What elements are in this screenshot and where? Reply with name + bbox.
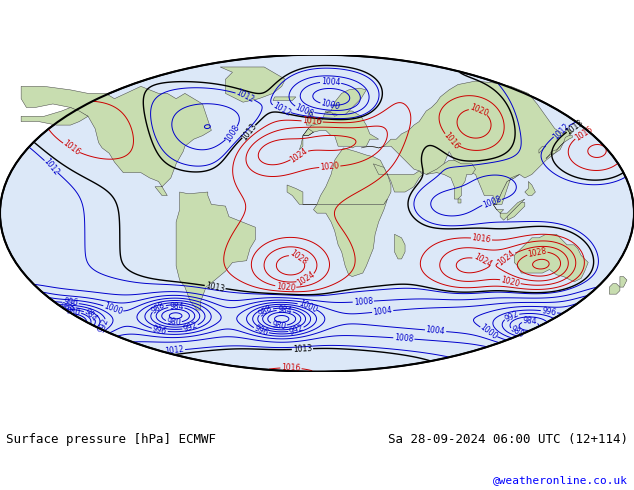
Polygon shape (620, 276, 627, 287)
Text: Surface pressure [hPa] ECMWF: Surface pressure [hPa] ECMWF (6, 433, 216, 446)
Text: 1000: 1000 (478, 323, 499, 342)
Text: 1012: 1012 (42, 156, 61, 177)
Text: 992: 992 (182, 321, 198, 334)
Text: 992: 992 (503, 309, 520, 323)
Text: 996: 996 (252, 323, 269, 338)
Polygon shape (458, 199, 462, 202)
Text: 1013: 1013 (239, 121, 258, 142)
Text: 984: 984 (522, 316, 538, 326)
Text: 1028: 1028 (527, 246, 547, 259)
Text: 996: 996 (152, 324, 168, 337)
Text: 988: 988 (508, 324, 525, 340)
Text: 1004: 1004 (321, 77, 340, 87)
Text: Sa 28-09-2024 06:00 UTC (12+114): Sa 28-09-2024 06:00 UTC (12+114) (387, 433, 628, 446)
Text: 1013: 1013 (293, 344, 313, 354)
Text: 1024: 1024 (288, 146, 309, 164)
Text: 1008: 1008 (353, 296, 373, 307)
Polygon shape (273, 97, 296, 100)
Polygon shape (373, 164, 423, 192)
Text: 1012: 1012 (165, 345, 184, 356)
Polygon shape (220, 67, 285, 102)
Polygon shape (299, 111, 378, 150)
Text: 1024: 1024 (472, 252, 493, 270)
Text: 1000: 1000 (297, 298, 318, 314)
Text: 1016: 1016 (441, 130, 461, 150)
Polygon shape (313, 199, 387, 276)
Text: 1008: 1008 (294, 102, 315, 118)
Text: 1020: 1020 (500, 275, 521, 289)
Text: 1016: 1016 (281, 363, 301, 373)
Polygon shape (176, 192, 256, 310)
Polygon shape (426, 160, 476, 199)
Text: 1020: 1020 (276, 282, 295, 293)
Polygon shape (493, 174, 519, 204)
Text: 984: 984 (82, 307, 99, 323)
Polygon shape (21, 107, 88, 125)
Text: 984: 984 (277, 305, 292, 316)
Polygon shape (514, 234, 588, 282)
Text: 1004: 1004 (373, 306, 393, 317)
Text: 980: 980 (271, 319, 287, 331)
Ellipse shape (0, 55, 634, 371)
Text: 1012: 1012 (235, 88, 256, 104)
Text: 980: 980 (65, 306, 81, 318)
Polygon shape (539, 146, 546, 153)
Text: 1004: 1004 (425, 325, 446, 336)
Text: 1008: 1008 (394, 333, 414, 344)
Text: 988: 988 (257, 303, 274, 318)
Text: 1016: 1016 (302, 116, 322, 127)
Text: 1024: 1024 (496, 248, 517, 267)
Text: 988: 988 (60, 302, 75, 312)
Text: 980: 980 (166, 317, 181, 327)
Text: 984: 984 (169, 302, 184, 312)
Text: 1008: 1008 (481, 195, 503, 210)
Polygon shape (326, 88, 366, 115)
Text: 996: 996 (63, 297, 79, 308)
Text: 988: 988 (150, 300, 167, 316)
Text: 996: 996 (541, 306, 557, 318)
Polygon shape (306, 111, 321, 125)
Text: 1012: 1012 (271, 101, 292, 118)
Polygon shape (546, 136, 573, 159)
Polygon shape (609, 284, 620, 294)
Text: 1000: 1000 (320, 98, 341, 112)
Text: 1028: 1028 (288, 248, 309, 267)
Text: 1020: 1020 (469, 102, 490, 118)
Text: 1012: 1012 (551, 121, 571, 141)
Text: 1013: 1013 (205, 281, 226, 294)
Text: 1016: 1016 (573, 125, 594, 143)
Polygon shape (493, 199, 525, 220)
Polygon shape (525, 181, 535, 196)
Text: 1020: 1020 (320, 161, 340, 172)
Text: @weatheronline.co.uk: @weatheronline.co.uk (493, 475, 628, 485)
Text: 1016: 1016 (471, 233, 491, 245)
Text: 1008: 1008 (223, 122, 241, 144)
Polygon shape (361, 81, 573, 204)
Text: 1016: 1016 (61, 139, 82, 158)
Text: 1000: 1000 (103, 301, 124, 317)
Polygon shape (394, 234, 405, 259)
Text: 992: 992 (288, 323, 305, 337)
Text: 1013: 1013 (564, 118, 585, 137)
Text: 992: 992 (97, 317, 111, 334)
Polygon shape (507, 202, 525, 220)
Text: 1024: 1024 (295, 270, 317, 288)
Polygon shape (287, 148, 391, 204)
Polygon shape (21, 86, 211, 196)
